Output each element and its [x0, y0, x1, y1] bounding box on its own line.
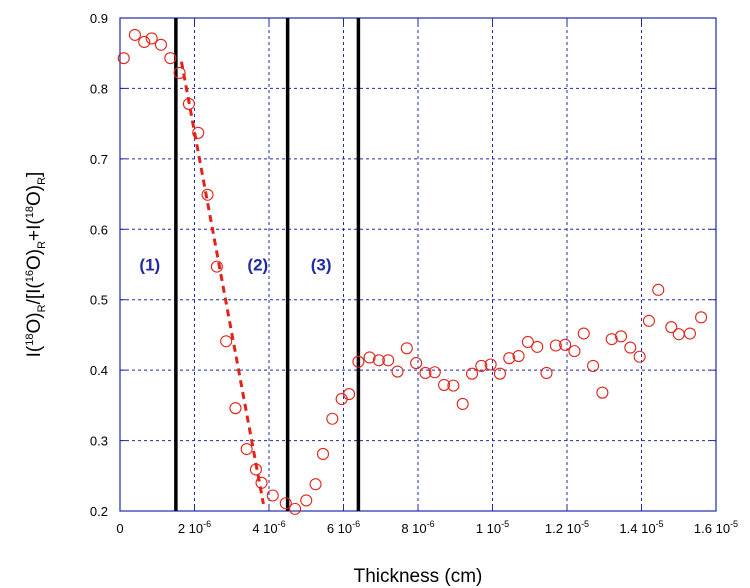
x-tick-label: 6 10-6 [327, 519, 360, 536]
y-tick-label: 0.3 [90, 434, 108, 449]
y-tick-label: 0.7 [90, 152, 108, 167]
data-point [503, 352, 516, 365]
y-axis-title: I(18O)R/[I(16O)R+I(18O)R] [24, 172, 48, 358]
data-point [605, 333, 618, 346]
data-point [382, 354, 395, 367]
data-point [642, 314, 656, 327]
data-point [493, 367, 507, 380]
data-point [289, 502, 302, 515]
data-point [475, 359, 488, 372]
data-point [220, 335, 233, 348]
data-point [540, 366, 553, 380]
data-point [229, 402, 242, 415]
data-point [587, 359, 600, 372]
data-point [624, 341, 637, 354]
data-point [279, 497, 292, 510]
data-point [343, 388, 356, 401]
data-point [400, 342, 413, 355]
data-point [614, 330, 628, 343]
y-tick-labels: 0.2 0.3 0.4 0.5 0.6 0.7 0.8 0.9 [90, 11, 108, 519]
y-tick-label: 0.4 [90, 363, 108, 378]
data-point [117, 52, 130, 65]
fit-line-segment [179, 61, 265, 505]
x-tick-label: 2 10-6 [178, 519, 211, 536]
data-point [521, 335, 534, 349]
data-point [683, 327, 696, 340]
data-point [512, 350, 525, 363]
y-tick-label: 0.9 [90, 11, 108, 26]
region-label: (1) [139, 256, 160, 275]
data-point [531, 340, 544, 353]
data-point [255, 476, 268, 489]
x-tick-label: 4 10-6 [252, 519, 285, 536]
x-tick-label: 0 [116, 521, 123, 536]
data-point [326, 412, 339, 425]
data-point [316, 447, 330, 461]
data-point [410, 357, 423, 370]
data-point [465, 367, 479, 380]
x-tick-label: 1.6 10-5 [694, 519, 738, 536]
data-point [210, 260, 223, 273]
data-point [182, 97, 195, 110]
data-point [266, 489, 279, 502]
data-point [549, 339, 562, 352]
data-point [633, 350, 646, 363]
x-tick-label: 1.4 10-5 [619, 519, 663, 536]
region-label: (3) [311, 256, 332, 275]
data-point [145, 32, 158, 45]
y-tick-label: 0.5 [90, 293, 108, 308]
data-point [596, 386, 609, 399]
data-point [309, 478, 322, 491]
data-point [419, 366, 432, 380]
data-point [456, 397, 469, 410]
data-point [201, 188, 214, 201]
data-point [173, 66, 186, 79]
region-boundaries [174, 18, 361, 511]
data-point [300, 494, 313, 507]
data-point [438, 378, 451, 391]
x-axis-title: Thickness (cm) [354, 566, 483, 587]
fit-line [179, 61, 265, 505]
data-point [447, 379, 460, 392]
data-point [568, 345, 581, 358]
data-point [128, 28, 141, 41]
y-tick-label: 0.2 [90, 504, 108, 519]
data-point [164, 52, 177, 65]
data-point [484, 358, 497, 371]
data-point [249, 463, 263, 476]
x-tick-label: 8 10-6 [401, 519, 434, 536]
plot-frame [119, 17, 717, 512]
data-point [577, 327, 590, 340]
x-tick-label: 1.2 10-5 [545, 519, 589, 536]
data-point [240, 442, 253, 456]
data-point [363, 351, 376, 364]
y-tick-label: 0.8 [90, 81, 108, 96]
x-tick-labels: 0 2 10-6 4 10-6 6 10-6 8 10-6 1 10-5 1.2 10-5 1… [116, 519, 738, 536]
data-point [559, 338, 572, 351]
region-labels: (1) (2) (3) [139, 256, 331, 275]
data-point [154, 38, 168, 51]
data-point [372, 354, 385, 367]
region-label: (2) [247, 256, 268, 275]
data-point [391, 365, 404, 378]
data-point [138, 35, 151, 48]
data-point [652, 283, 665, 296]
data-point [665, 321, 678, 334]
data-point [192, 126, 205, 139]
data-point [695, 311, 708, 324]
x-tick-label: 1 10-5 [476, 519, 509, 536]
data-point [428, 366, 441, 379]
y-tick-label: 0.6 [90, 222, 108, 237]
data-point [352, 355, 365, 368]
data-points [117, 28, 708, 515]
grid-lines [120, 18, 716, 511]
data-point [672, 328, 685, 341]
data-point [335, 392, 348, 406]
